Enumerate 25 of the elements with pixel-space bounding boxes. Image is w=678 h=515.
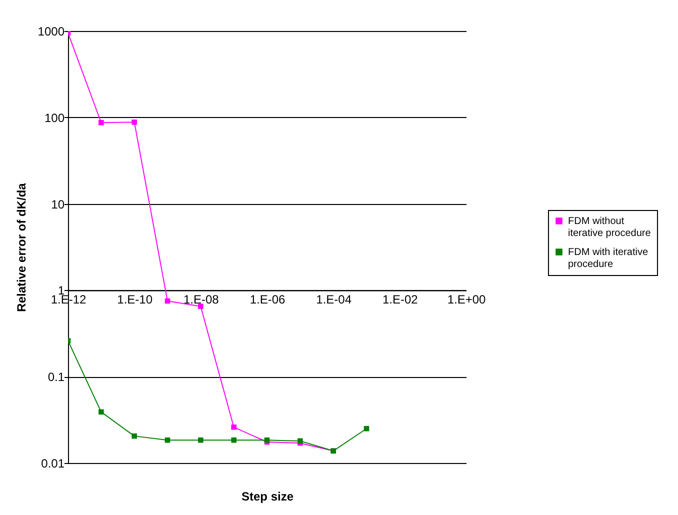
legend-label: FDM without iterative procedure bbox=[568, 216, 652, 239]
x-tick-label: 1.E+00 bbox=[447, 292, 486, 307]
point bbox=[98, 120, 104, 126]
x-axis-title: Step size bbox=[241, 490, 294, 504]
point bbox=[231, 424, 236, 430]
x-tick-label: 1.E-04 bbox=[316, 292, 352, 307]
y-tick-label: 0.1 bbox=[48, 370, 65, 384]
point bbox=[198, 304, 204, 310]
x-tick-label: 1.E-02 bbox=[382, 292, 418, 307]
point bbox=[231, 437, 236, 443]
point bbox=[164, 437, 170, 443]
point bbox=[198, 437, 204, 443]
y-tick-label: 10 bbox=[51, 197, 65, 212]
x-tick-label: 1.E-06 bbox=[250, 292, 286, 307]
point bbox=[132, 120, 137, 125]
x-tick-label: 1.E-08 bbox=[183, 292, 220, 307]
point bbox=[364, 426, 370, 432]
y-tick-label: 0.01 bbox=[41, 456, 65, 470]
point bbox=[98, 409, 104, 415]
x-tick-label: 1.E-10 bbox=[117, 292, 153, 307]
legend-label: FDM with iterative procedure bbox=[568, 247, 648, 270]
point bbox=[132, 433, 137, 439]
y-tick-label: 1000 bbox=[38, 24, 65, 38]
y-axis-title: Relative error of dK/da bbox=[14, 182, 28, 312]
y-tick-label: 100 bbox=[44, 110, 65, 125]
